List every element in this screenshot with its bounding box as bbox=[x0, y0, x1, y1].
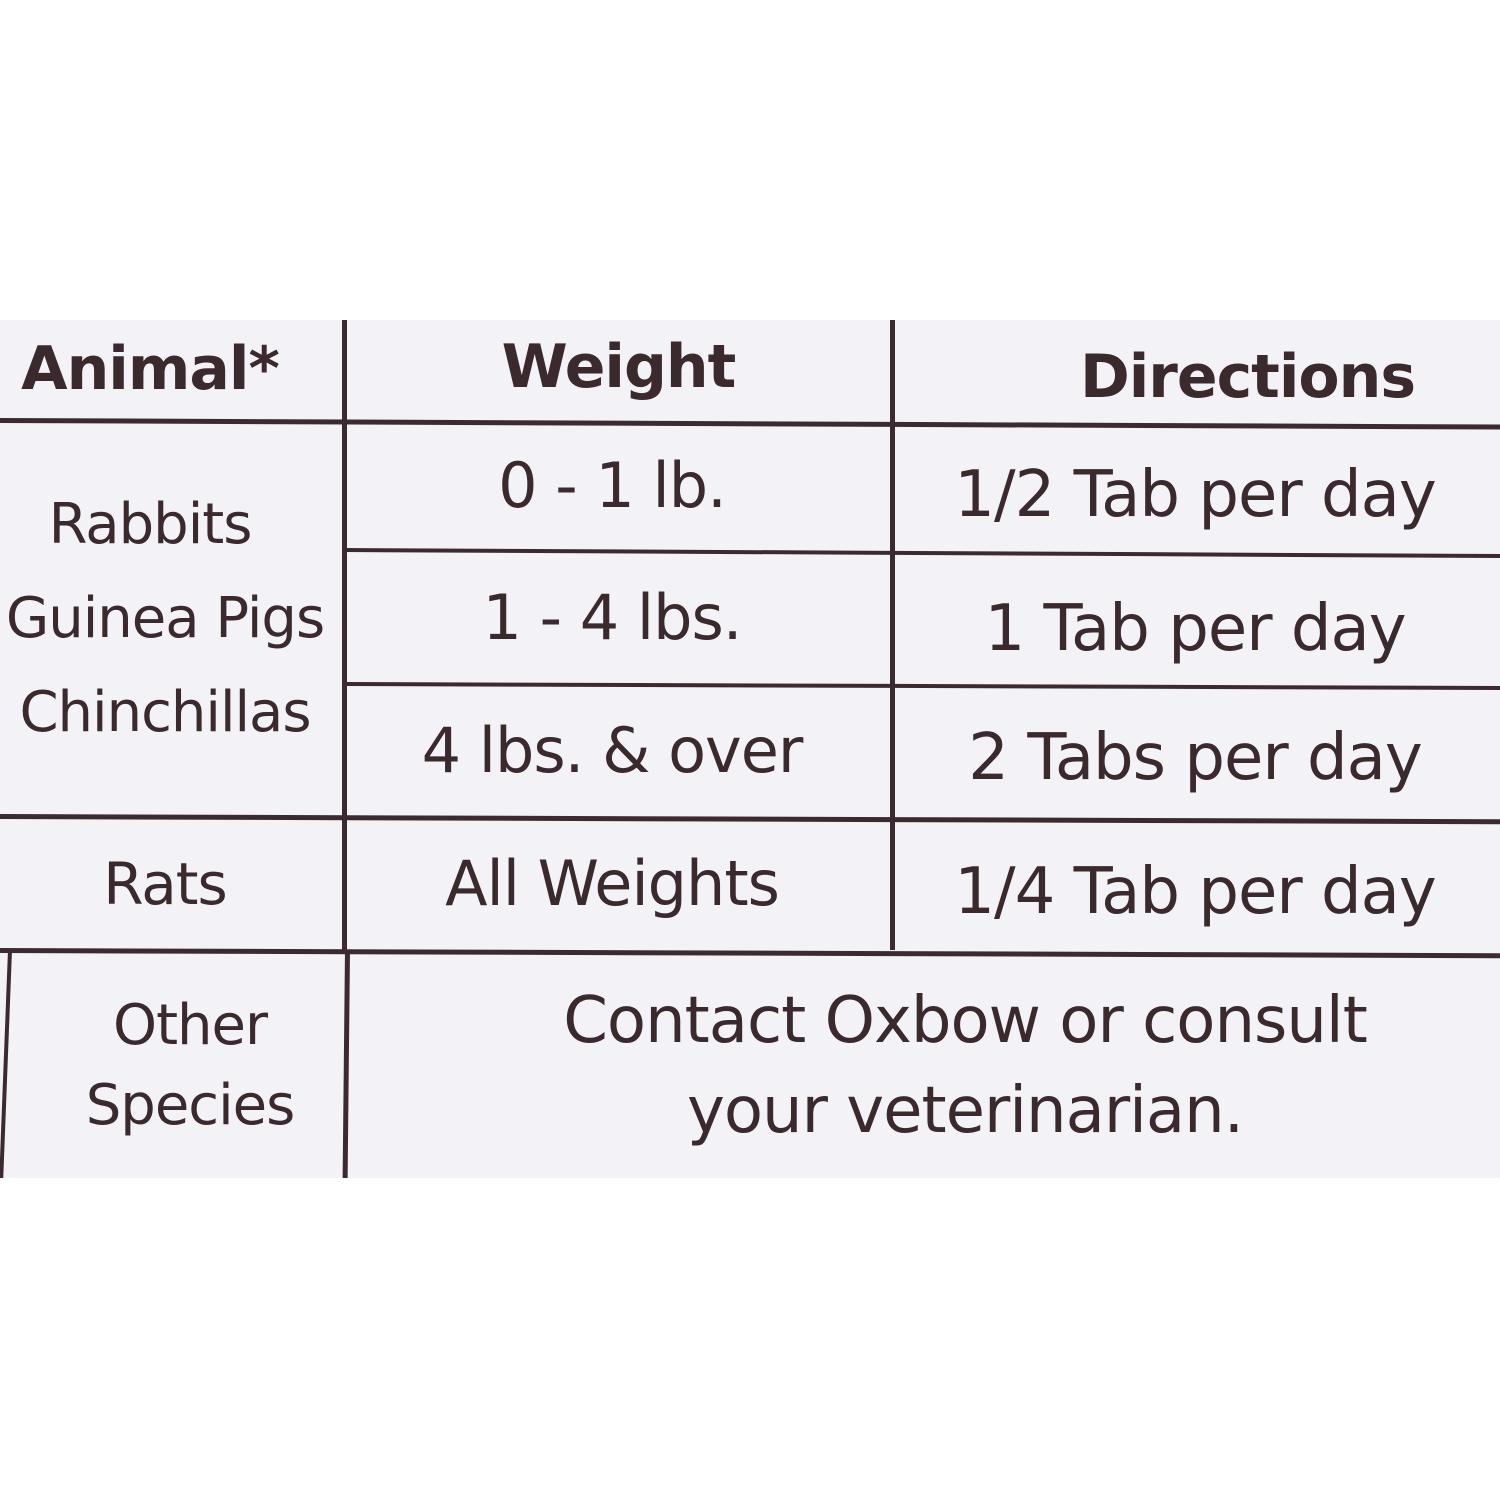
animal-other-line1: Other bbox=[112, 992, 268, 1058]
divider-vertical-1 bbox=[342, 320, 347, 950]
header-directions: Directions bbox=[1079, 342, 1416, 412]
animal-group-cell: Rabbits Guinea Pigs Chinchillas bbox=[0, 423, 330, 814]
animal-chinchillas: Chinchillas bbox=[19, 679, 311, 745]
animal-rats: Rats bbox=[103, 849, 228, 918]
weight-row-3: 4 lbs. & over bbox=[421, 713, 804, 787]
directions-row-2: 1 Tab per day bbox=[984, 592, 1406, 666]
header-weight: Weight bbox=[501, 332, 737, 402]
weight-rats: All Weights bbox=[445, 847, 780, 920]
note-line1: Contact Oxbow or consult bbox=[563, 983, 1368, 1058]
directions-row-1: 1/2 Tab per day bbox=[954, 457, 1436, 532]
animal-rabbits: Rabbits bbox=[48, 491, 253, 557]
animal-guinea-pigs: Guinea Pigs bbox=[5, 585, 325, 651]
directions-row-3: 2 Tabs per day bbox=[968, 721, 1422, 795]
animal-other-species: Other Species bbox=[30, 953, 350, 1178]
divider-vertical-2 bbox=[890, 320, 895, 950]
divider-vertical-0 bbox=[0, 950, 13, 1178]
animal-other-line2: Species bbox=[85, 1072, 296, 1138]
dosage-label: Animal* Weight Directions Rabbits Guinea… bbox=[0, 320, 1500, 1178]
weight-row-2: 1 - 4 lbs. bbox=[482, 580, 743, 654]
header-animal: Animal* bbox=[21, 334, 280, 404]
directions-rats: 1/4 Tab per day bbox=[954, 854, 1436, 929]
weight-row-1: 0 - 1 lb. bbox=[498, 449, 727, 522]
other-species-note: Contact Oxbow or consult your veterinari… bbox=[370, 953, 1500, 1178]
note-line2: your veterinarian. bbox=[686, 1073, 1244, 1148]
